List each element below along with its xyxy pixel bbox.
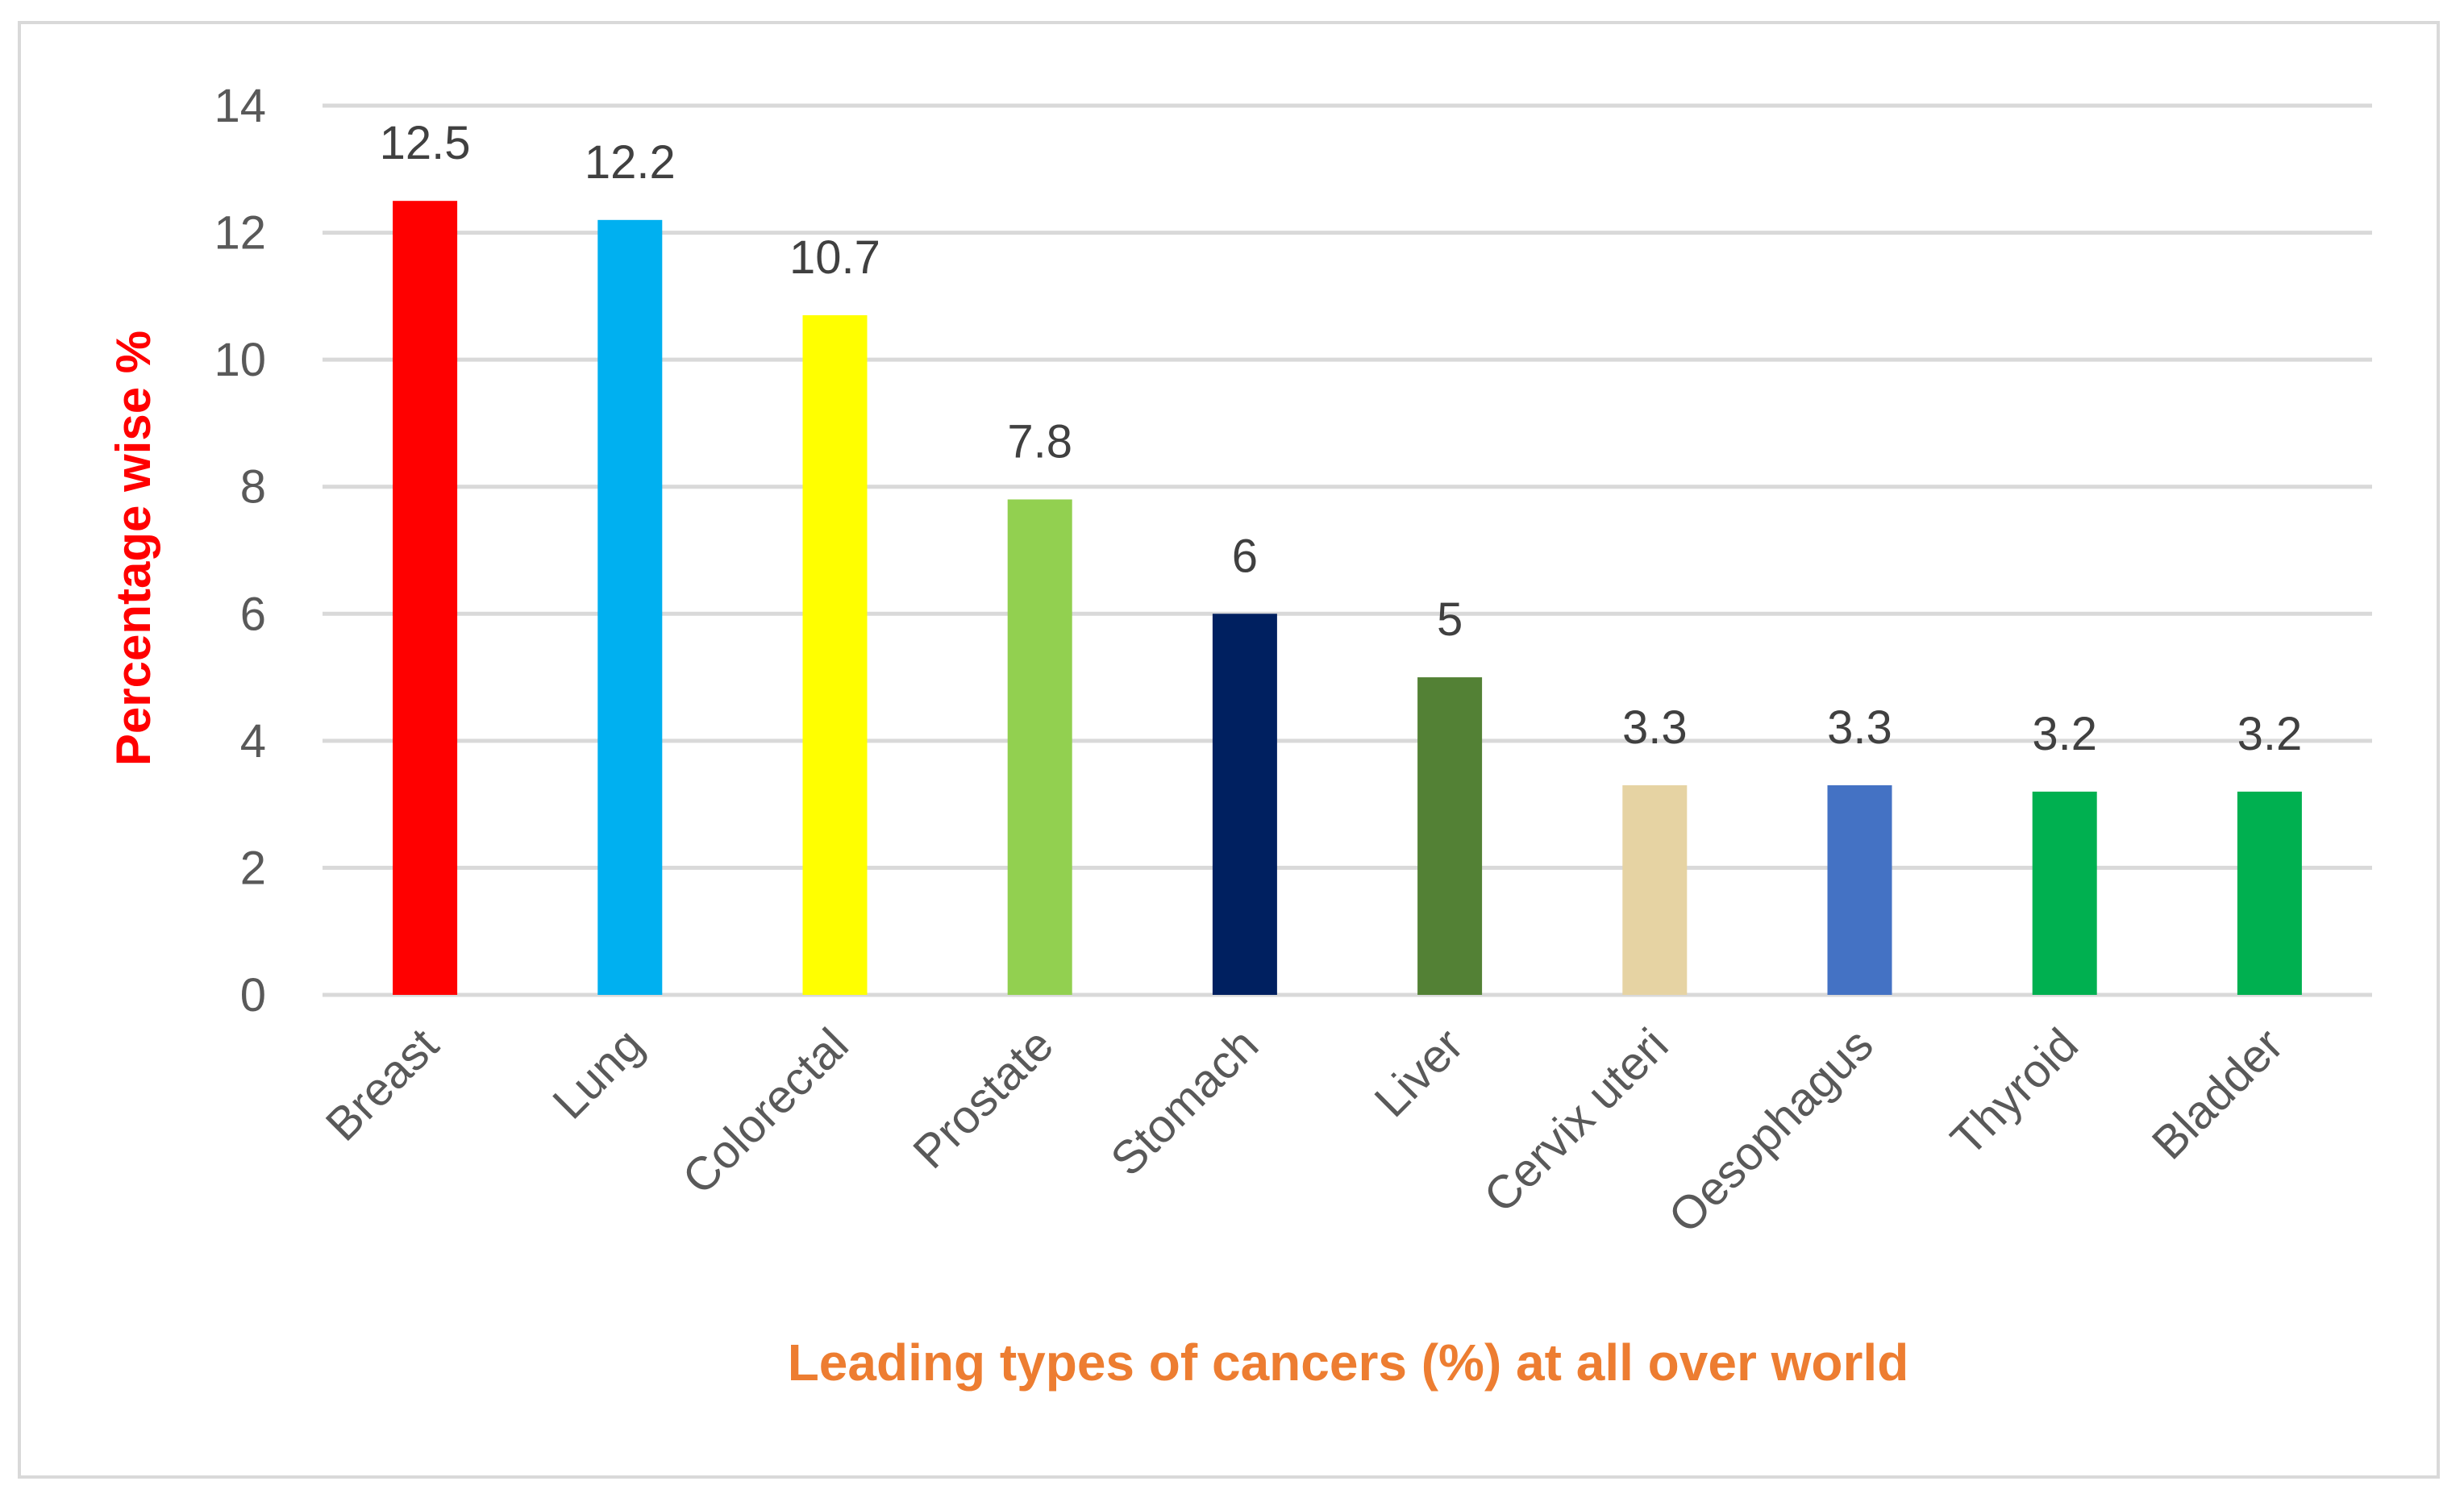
category-label: Liver <box>1364 1018 1473 1127</box>
y-tick-label: 6 <box>240 588 266 640</box>
y-axis-ticks: 0 2 4 6 8 10 12 14 <box>214 80 266 1021</box>
data-label: 5 <box>1437 593 1463 646</box>
category-labels: Breast Lung Colorectal Prostate Stomach Liver… <box>316 1018 2293 1243</box>
y-tick-label: 2 <box>240 842 266 894</box>
category-label: Bladder <box>2142 1018 2293 1169</box>
bar-lung <box>597 219 663 995</box>
y-axis-label: Percentage wise % <box>106 331 160 766</box>
bar-thyroid <box>2032 791 2097 995</box>
category-label: Thyroid <box>1941 1018 2088 1166</box>
data-label: 12.2 <box>585 136 676 189</box>
y-tick-label: 8 <box>240 461 266 514</box>
data-labels: 12.5 12.2 10.7 7.8 6 5 3.3 3.3 3.2 3.2 <box>380 117 2303 760</box>
category-label: Prostate <box>903 1018 1063 1179</box>
y-tick-label: 14 <box>214 80 266 132</box>
y-tick-label: 4 <box>240 715 266 768</box>
bar-cervix-uteri <box>1622 785 1688 995</box>
bar-liver <box>1417 677 1483 995</box>
x-axis-label: Leading types of cancers (%) at all over… <box>788 1333 1909 1392</box>
category-label: Lung <box>543 1018 653 1129</box>
gridlines <box>323 103 2372 997</box>
category-label: Colorectal <box>672 1018 859 1205</box>
data-label: 12.5 <box>380 117 471 169</box>
data-label: 7.8 <box>1007 415 1072 468</box>
y-tick-label: 10 <box>214 334 266 386</box>
bar-oesophagus <box>1827 785 1892 995</box>
bar-breast <box>393 201 458 995</box>
data-label: 3.3 <box>1827 701 1892 754</box>
category-label: Oesophagus <box>1659 1018 1883 1243</box>
bar-colorectal <box>802 314 868 995</box>
data-label: 10.7 <box>789 231 880 284</box>
bars <box>393 201 2302 995</box>
chart-frame <box>18 21 2440 1479</box>
bar-bladder <box>2237 791 2302 995</box>
category-label: Cervix uteri <box>1474 1018 1678 1222</box>
bar-stomach <box>1212 614 1277 995</box>
data-label: 3.3 <box>1622 701 1688 754</box>
y-tick-label: 12 <box>214 207 266 260</box>
category-label: Stomach <box>1101 1018 1268 1186</box>
data-label: 3.2 <box>2237 708 2303 760</box>
bar-prostate <box>1007 499 1072 995</box>
category-label: Breast <box>316 1018 449 1151</box>
data-label: 6 <box>1232 530 1258 582</box>
y-tick-label: 0 <box>240 969 266 1021</box>
data-label: 3.2 <box>2032 708 2097 760</box>
